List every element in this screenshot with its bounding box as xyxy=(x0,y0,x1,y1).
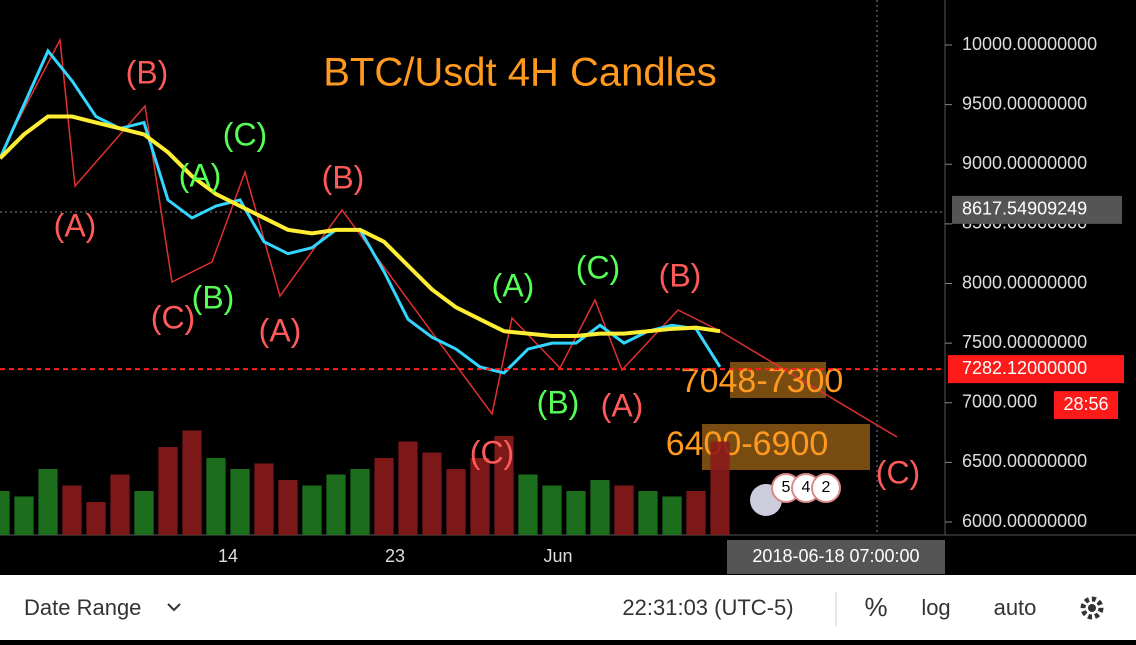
volume-bar xyxy=(230,469,250,535)
volume-bar xyxy=(638,491,658,535)
percent-button[interactable]: % xyxy=(864,592,887,622)
zone-label: 6400-6900 xyxy=(666,425,829,463)
volume-bar xyxy=(614,485,634,535)
countdown-box xyxy=(1054,391,1118,420)
price-label: 7000.000 xyxy=(962,392,1037,412)
settings-button[interactable] xyxy=(1080,596,1104,620)
wave-label: (C) xyxy=(470,434,514,470)
badge-number: 4 xyxy=(802,479,811,496)
price-label: 7500.00000000 xyxy=(962,332,1087,352)
wave-lines xyxy=(7,37,898,438)
wave-label: (A) xyxy=(54,207,97,243)
volume-bar xyxy=(254,463,274,535)
volume-bar xyxy=(470,458,490,535)
volume-bar xyxy=(662,496,682,535)
volume-bar xyxy=(302,485,322,535)
price-label: 10000.00000000 xyxy=(962,34,1097,54)
volume-bar xyxy=(398,441,418,535)
volume-bar xyxy=(590,480,610,535)
wave-label: (C) xyxy=(151,299,195,335)
volume-bar xyxy=(326,474,346,535)
crosshair-date-box xyxy=(727,540,945,574)
wave-label: (A) xyxy=(601,387,644,423)
volume-bar xyxy=(350,469,370,535)
volume-bar xyxy=(86,502,106,535)
badge-number: 5 xyxy=(782,479,791,496)
crosshair-price-box xyxy=(952,195,1122,224)
date-label: 23 xyxy=(385,546,405,566)
volume-bar xyxy=(446,469,466,535)
zone-label: 7048-7300 xyxy=(681,362,844,400)
volume-bar xyxy=(422,452,442,535)
price-label: 8000.00000000 xyxy=(962,272,1087,292)
wave-label: (B) xyxy=(659,257,702,293)
volume-bar xyxy=(38,469,58,535)
crosshair-price-label: 8617.54909249 xyxy=(962,199,1087,219)
volume-bar xyxy=(686,491,706,535)
wave-label: (B) xyxy=(126,54,169,90)
target-zone xyxy=(702,424,870,470)
volume-bar xyxy=(278,480,298,535)
badge-circle xyxy=(811,473,841,503)
volume-bar xyxy=(206,458,226,535)
date-label: Jun xyxy=(543,546,572,566)
wave-label: (C) xyxy=(576,249,620,285)
volume-bar xyxy=(62,485,82,535)
volume-bar xyxy=(374,458,394,535)
price-label: 9000.00000000 xyxy=(962,153,1087,173)
volume-bar xyxy=(182,430,202,535)
crosshair-date-label: 2018-06-18 07:00:00 xyxy=(752,546,919,566)
chart-title: BTC/Usdt 4H Candles xyxy=(323,51,716,95)
gear xyxy=(1080,596,1104,620)
volume-bar xyxy=(518,474,538,535)
clock: 22:31:03 (UTC-5) xyxy=(622,595,793,620)
auto-button[interactable]: auto xyxy=(994,595,1037,620)
dropdown-arrow xyxy=(167,603,181,612)
date-label: 14 xyxy=(218,546,238,566)
wave-label: (A) xyxy=(179,157,222,193)
moving-average-line xyxy=(0,114,721,338)
volume-bar xyxy=(134,491,154,535)
badge-number: 2 xyxy=(822,479,831,496)
gear-hub xyxy=(1088,604,1096,612)
price-label: 6000.00000000 xyxy=(962,511,1087,531)
volume-bar xyxy=(542,485,562,535)
log-button[interactable]: log xyxy=(921,595,950,620)
wave-label: (C) xyxy=(876,454,920,490)
wave-label: (C) xyxy=(223,116,267,152)
volume-bar xyxy=(158,447,178,535)
wave-label: (A) xyxy=(492,267,535,303)
price-label: 9500.00000000 xyxy=(962,93,1087,113)
volume-bar xyxy=(566,491,586,535)
wave-label: (B) xyxy=(537,384,580,420)
wave-label: (B) xyxy=(322,159,365,195)
toolbar xyxy=(0,575,1136,640)
volume-bar xyxy=(0,491,10,535)
current-price-box xyxy=(948,355,1124,384)
date-range-button[interactable]: Date Range xyxy=(24,595,141,620)
price-label: 6500.00000000 xyxy=(962,451,1087,471)
volume-bar xyxy=(110,474,130,535)
countdown: 28:56 xyxy=(1063,394,1108,414)
volume-bar xyxy=(494,436,514,535)
volume-bar xyxy=(14,496,34,535)
volume-bar xyxy=(710,441,730,535)
target-zone xyxy=(730,362,826,398)
wave-label: (B) xyxy=(192,279,235,315)
current-price-label: 7282.12000000 xyxy=(962,358,1087,378)
wave-label: (A) xyxy=(259,312,302,348)
